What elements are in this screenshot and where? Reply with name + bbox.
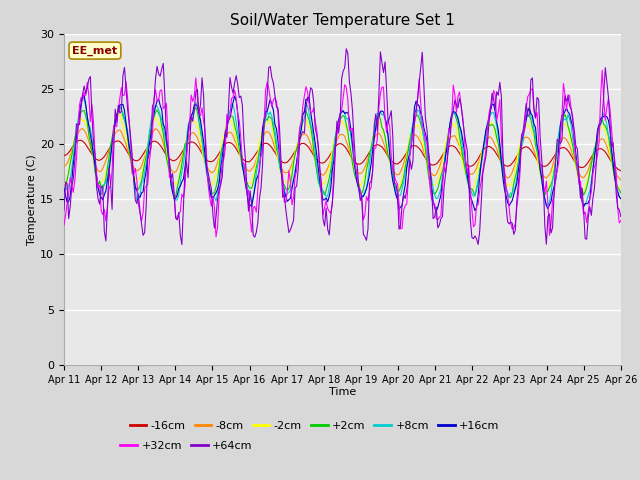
Legend: +32cm, +64cm: +32cm, +64cm xyxy=(116,437,257,456)
Text: EE_met: EE_met xyxy=(72,46,118,56)
X-axis label: Time: Time xyxy=(329,387,356,397)
Y-axis label: Temperature (C): Temperature (C) xyxy=(28,154,37,245)
Title: Soil/Water Temperature Set 1: Soil/Water Temperature Set 1 xyxy=(230,13,455,28)
